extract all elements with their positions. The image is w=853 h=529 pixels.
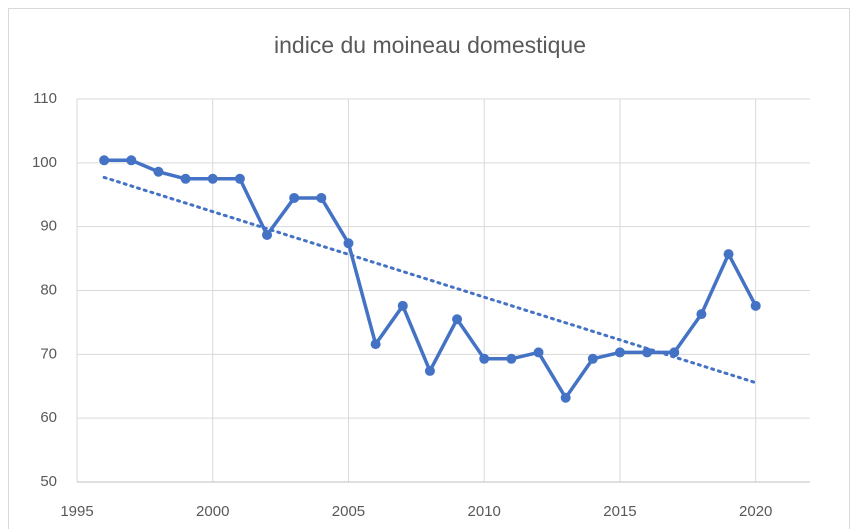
- x-tick-label: 2015: [603, 503, 636, 520]
- data-point: [126, 155, 137, 166]
- data-point: [207, 173, 218, 184]
- data-point: [234, 173, 245, 184]
- data-point: [533, 347, 544, 358]
- data-point: [506, 353, 517, 364]
- data-point: [289, 192, 300, 203]
- data-point: [696, 309, 707, 320]
- y-tick-label: 80: [40, 281, 57, 298]
- y-tick-label: 100: [32, 154, 57, 171]
- y-tick-label: 70: [40, 345, 57, 362]
- data-point: [723, 249, 734, 260]
- data-point: [397, 300, 408, 311]
- data-point: [316, 192, 327, 203]
- data-point: [669, 347, 680, 358]
- y-tick-label: 50: [40, 473, 57, 490]
- data-point: [153, 166, 164, 177]
- x-tick-label: 2010: [468, 503, 501, 520]
- x-tick-label: 1995: [60, 503, 93, 520]
- data-point: [424, 365, 435, 376]
- data-point: [750, 300, 761, 311]
- chart-title: indice du moineau domestique: [274, 32, 586, 58]
- y-tick-label: 90: [40, 218, 57, 235]
- data-point: [642, 347, 653, 358]
- y-tick-label: 110: [33, 90, 57, 107]
- data-point: [452, 314, 463, 325]
- data-point: [180, 173, 191, 184]
- data-point: [479, 353, 490, 364]
- data-point: [99, 155, 110, 166]
- x-tick-label: 2020: [739, 503, 772, 520]
- data-point: [262, 229, 273, 240]
- data-point: [370, 339, 381, 350]
- x-tick-label: 2005: [332, 503, 365, 520]
- data-point: [343, 238, 354, 249]
- y-tick-label: 60: [40, 409, 57, 426]
- data-point: [587, 353, 598, 364]
- chart-frame: [8, 8, 850, 529]
- data-point: [560, 392, 571, 403]
- data-point: [614, 347, 625, 358]
- x-tick-label: 2000: [196, 503, 229, 520]
